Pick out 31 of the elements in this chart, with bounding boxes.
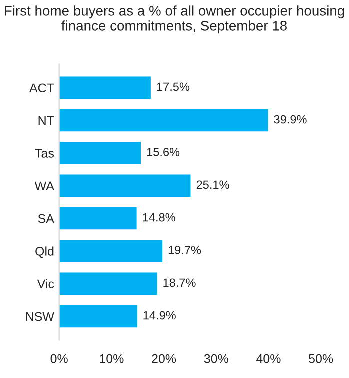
- data-label: 15.6%: [147, 148, 180, 156]
- y-tick-label: NT: [38, 116, 54, 126]
- chart-title: First home buyers as a % of all owner occupier housing finance commitments, September 18: [5, 6, 344, 34]
- bar: [59, 207, 137, 230]
- bar: [59, 76, 151, 100]
- y-tick-label: Qld: [36, 246, 54, 258]
- y-tick-label: SA: [38, 214, 54, 224]
- x-tick-label: 30%: [204, 354, 228, 364]
- bar: [59, 305, 138, 328]
- x-tick-label: 10%: [100, 354, 124, 364]
- data-label: 14.8%: [143, 213, 176, 222]
- y-tick-label: WA: [34, 182, 54, 190]
- bar: [59, 240, 162, 262]
- data-label: 14.9%: [144, 311, 176, 320]
- bar: [59, 272, 158, 295]
- data-label: 19.7%: [168, 246, 202, 254]
- bar: [59, 109, 268, 132]
- bar: [59, 174, 191, 198]
- y-tick-label: Vic: [37, 279, 54, 289]
- data-label: 17.5%: [157, 82, 190, 92]
- data-label: 25.1%: [196, 180, 230, 190]
- x-tick-label: 40%: [256, 354, 281, 364]
- y-tick-label: ACT: [29, 84, 54, 93]
- x-tick-label: 50%: [309, 354, 334, 364]
- data-label: 39.9%: [274, 115, 307, 124]
- bar: [59, 142, 141, 164]
- data-label: 18.7%: [164, 278, 196, 288]
- y-tick-label: NSW: [26, 312, 54, 322]
- x-tick-label: 20%: [152, 354, 176, 364]
- y-tick-label: Tas: [35, 149, 54, 158]
- x-tick-label: 0%: [50, 354, 68, 364]
